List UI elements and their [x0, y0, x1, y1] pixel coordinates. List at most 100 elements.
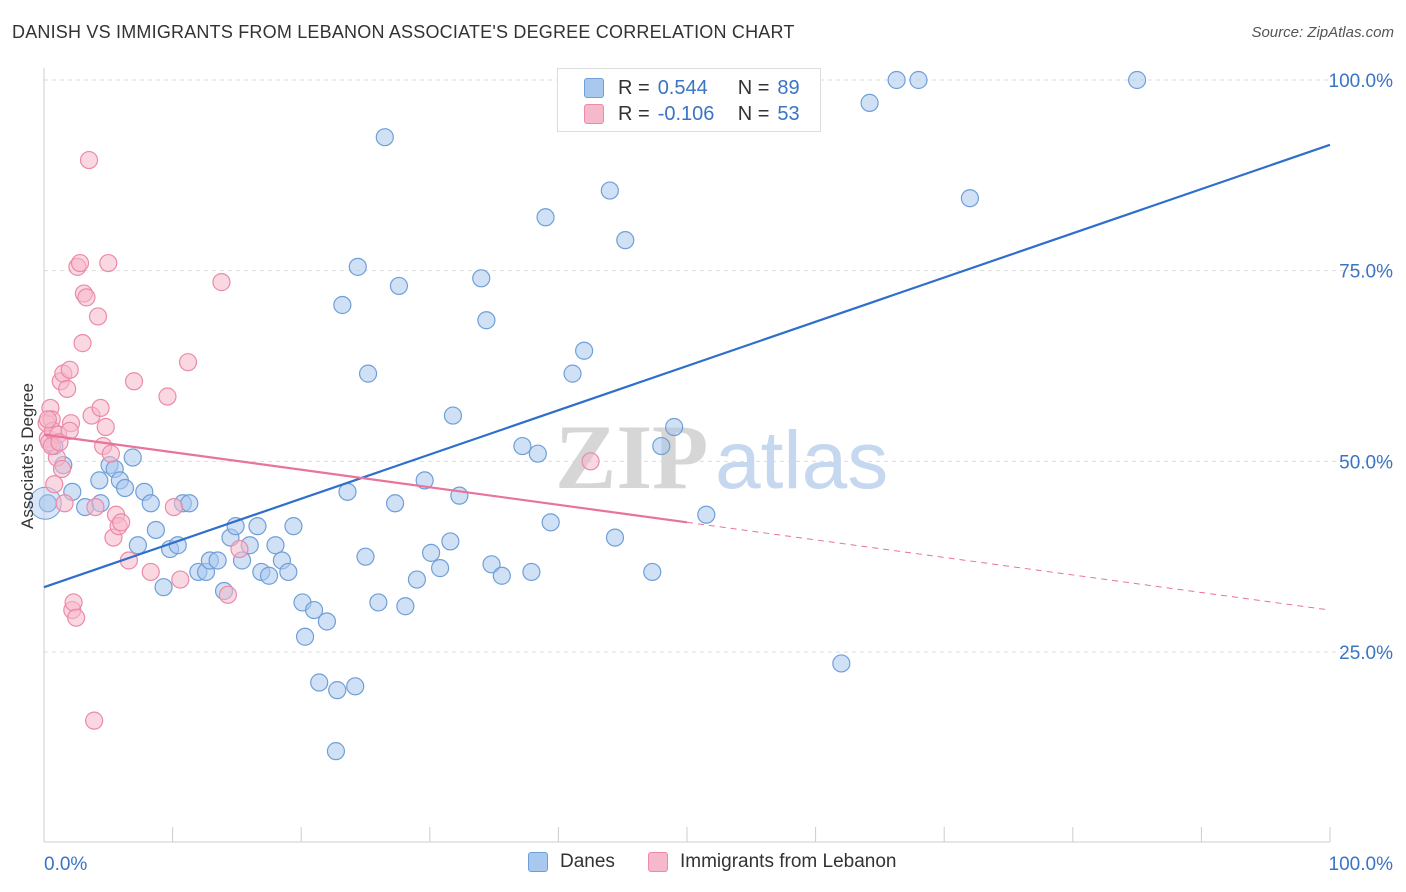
- source-label: Source: ZipAtlas.com: [1251, 24, 1394, 41]
- lebanon-point: [178, 353, 198, 372]
- lebanon-points: [37, 150, 600, 730]
- lebanon-point: [86, 497, 105, 517]
- y-tick-label: 75.0%: [1339, 262, 1393, 283]
- danes-point: [1127, 70, 1147, 90]
- danes-point: [860, 93, 879, 112]
- danes-point: [295, 627, 315, 646]
- lebanon-point: [79, 150, 99, 170]
- danes-point: [605, 528, 625, 547]
- danes-point: [643, 562, 662, 582]
- lebanon-point: [99, 253, 118, 273]
- danes-point: [415, 471, 434, 490]
- lebanon-point: [171, 570, 190, 589]
- danes-point: [279, 562, 298, 582]
- danes-point: [477, 311, 496, 330]
- danes-point: [328, 681, 347, 700]
- danes-point: [652, 436, 671, 456]
- danes-point: [284, 517, 303, 536]
- lebanon-point: [164, 497, 183, 517]
- lebanon-point: [67, 608, 86, 627]
- danes-trend-line: [43, 143, 1331, 589]
- danes-point: [600, 181, 619, 200]
- danes-point: [358, 364, 378, 383]
- danes-point: [430, 559, 450, 578]
- legend-item-danes[interactable]: Danes: [528, 851, 615, 873]
- danes-point: [665, 417, 684, 437]
- lebanon-point: [73, 334, 92, 353]
- danes-point: [441, 532, 460, 551]
- lebanon-point: [96, 417, 115, 437]
- lebanon-point: [91, 398, 110, 418]
- lebanon-trend-extension: [686, 521, 1331, 611]
- lebanon-trend-line: [43, 433, 688, 524]
- legend-swatch-danes: [528, 852, 548, 872]
- danes-point: [522, 562, 541, 582]
- lebanon-point: [218, 585, 237, 604]
- lebanon-point: [141, 562, 160, 582]
- danes-points: [28, 70, 1147, 761]
- legend-n-label: N =: [737, 76, 770, 99]
- legend-swatch-danes: [584, 78, 604, 98]
- danes-point: [317, 612, 337, 631]
- danes-point: [348, 257, 367, 276]
- danes-point: [146, 520, 165, 540]
- trend-lines: [43, 143, 1331, 611]
- danes-point: [421, 543, 441, 562]
- danes-point: [310, 673, 329, 692]
- lebanon-point: [60, 360, 79, 379]
- danes-point: [396, 597, 415, 616]
- danes-point: [346, 677, 365, 696]
- danes-point: [385, 494, 405, 513]
- danes-point: [259, 566, 279, 585]
- axes: [43, 68, 1331, 843]
- legend-label-danes: Danes: [560, 851, 615, 872]
- danes-point: [563, 364, 582, 383]
- danes-point: [266, 536, 285, 555]
- danes-point: [832, 654, 851, 673]
- danes-point: [141, 494, 160, 513]
- x-tick-label: 100.0%: [1329, 854, 1394, 875]
- lebanon-point: [38, 410, 57, 429]
- lebanon-point: [52, 459, 72, 479]
- y-tick-label: 50.0%: [1339, 452, 1393, 473]
- danes-point: [128, 536, 147, 555]
- danes-point: [248, 517, 267, 536]
- danes-point: [326, 742, 346, 761]
- legend-n-value: 53: [777, 102, 800, 125]
- lebanon-point: [55, 494, 74, 513]
- tick-labels: 25.0% 50.0% 75.0% 100.0% 0.0% 100.0%: [44, 71, 1393, 875]
- danes-point: [960, 189, 980, 208]
- danes-point: [492, 566, 511, 585]
- danes-point: [909, 70, 928, 90]
- legend-row-danes: R = 0.544 N = 89: [584, 76, 800, 100]
- danes-point: [90, 471, 109, 490]
- stats-legend: R = 0.544 N = 89 R = -0.106 N = 53: [557, 68, 821, 132]
- legend-swatch-lebanon: [648, 852, 668, 872]
- legend-swatch-lebanon: [584, 104, 604, 124]
- danes-point: [123, 448, 142, 467]
- x-tick-label: 0.0%: [44, 854, 87, 875]
- watermark-zip: ZIP: [555, 406, 708, 508]
- watermark-atlas: atlas: [715, 415, 888, 506]
- lebanon-point: [85, 711, 104, 730]
- danes-point: [356, 547, 375, 566]
- lebanon-point: [581, 452, 600, 471]
- danes-point: [513, 436, 532, 456]
- lebanon-point: [45, 475, 64, 494]
- danes-point: [375, 128, 394, 147]
- legend-n-value: 89: [777, 76, 800, 99]
- danes-point: [472, 269, 491, 288]
- danes-point: [115, 478, 135, 498]
- legend-row-lebanon: R = -0.106 N = 53: [584, 102, 800, 126]
- lebanon-point: [64, 593, 83, 612]
- danes-point: [541, 513, 560, 532]
- legend-r-label: R =: [618, 76, 650, 99]
- danes-point: [407, 570, 427, 589]
- lebanon-point: [58, 379, 77, 398]
- watermark: ZIP atlas: [555, 406, 888, 508]
- legend-item-lebanon[interactable]: Immigrants from Lebanon: [648, 851, 897, 873]
- danes-point: [304, 600, 324, 620]
- danes-point: [697, 505, 716, 524]
- danes-point: [575, 341, 594, 360]
